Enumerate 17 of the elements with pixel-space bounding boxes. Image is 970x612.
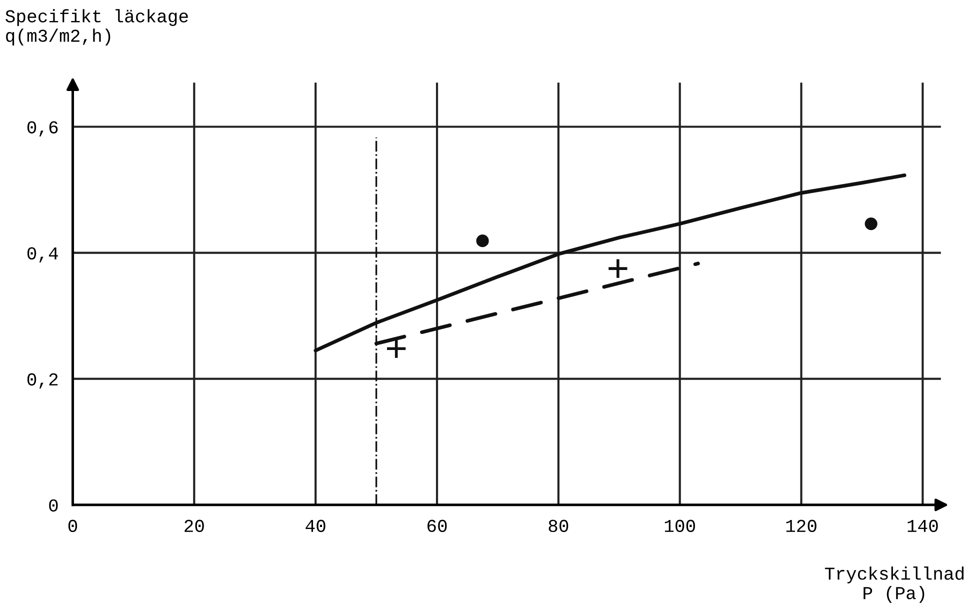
x-tick-label: 0 (68, 520, 78, 532)
x-tick-label: 20 (184, 520, 204, 532)
point (476, 234, 489, 248)
y-tick-label: 0,4 (27, 247, 58, 263)
x-tick-label: 80 (548, 520, 568, 532)
y-axis-title: Specifikt läckage q(m3/m2,h) (6, 9, 188, 46)
x-tick-label: 140 (908, 520, 938, 532)
x-tick-label: 100 (664, 520, 695, 532)
x-tick-label: 120 (786, 520, 816, 532)
x-axis-title: Tryckskillnad P (Pa) (824, 566, 964, 603)
y-tick-label: 0,6 (27, 121, 58, 136)
point (607, 258, 629, 280)
y-tick-label: 0,2 (27, 373, 58, 389)
x-tick-label: 60 (428, 520, 447, 532)
point (864, 218, 878, 230)
x-tick-label: 40 (306, 520, 326, 532)
y-tick-label: 0 (49, 499, 58, 512)
